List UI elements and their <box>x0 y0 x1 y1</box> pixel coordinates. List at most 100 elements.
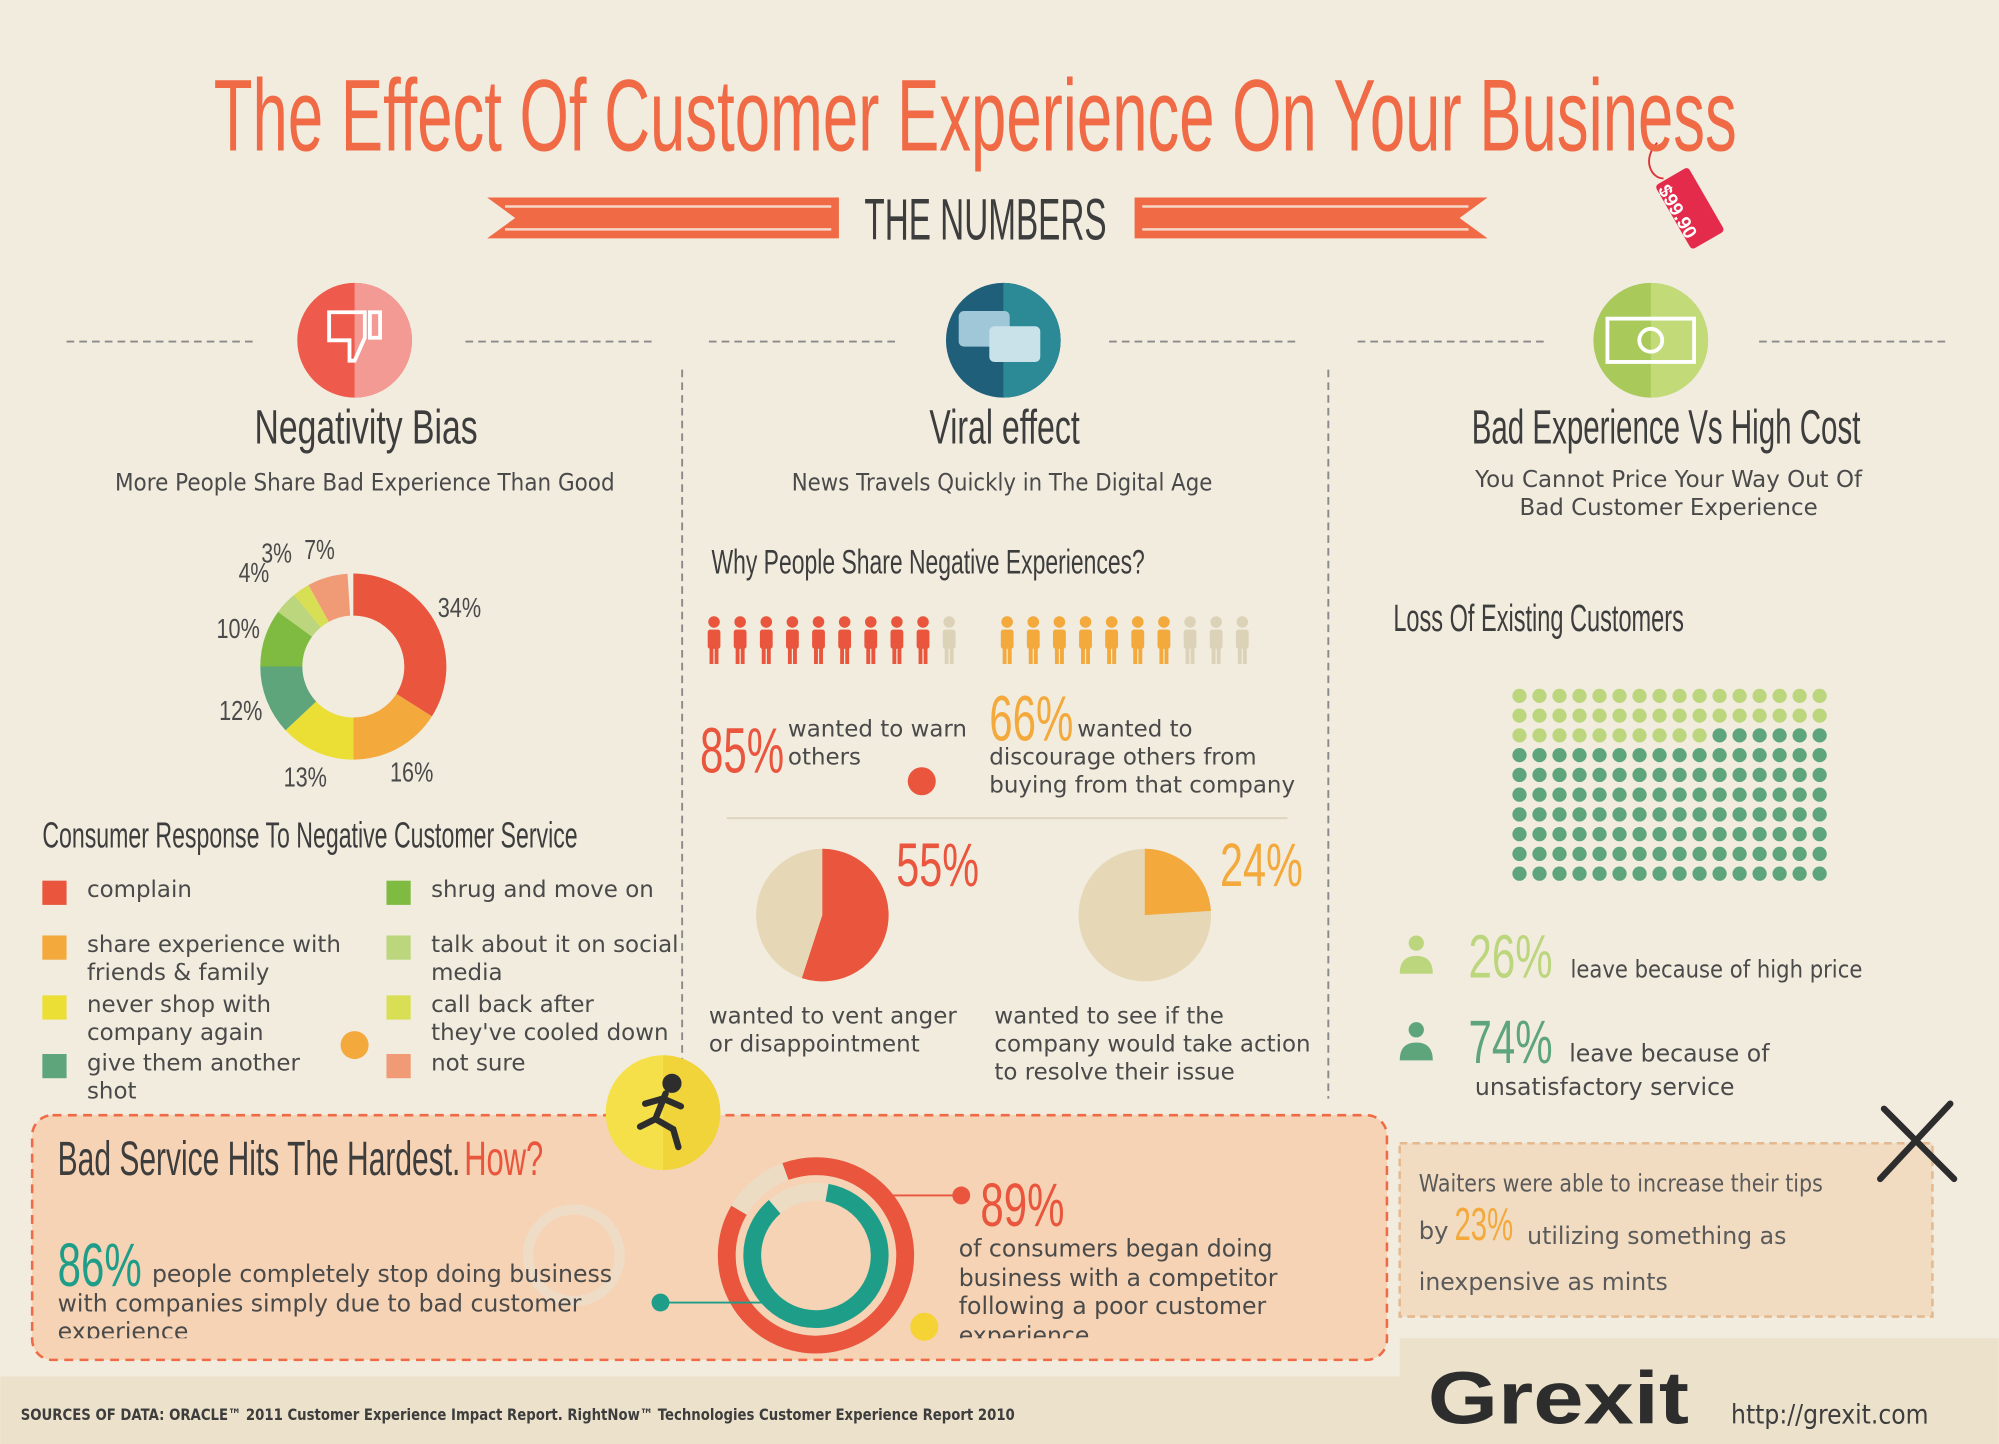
dot <box>1732 827 1747 842</box>
dot <box>1532 846 1547 862</box>
headset-icon <box>522 1204 625 1307</box>
person-body <box>786 629 799 649</box>
dot <box>1652 807 1667 822</box>
person-head <box>786 616 799 628</box>
legend-label-box: never shop with company again <box>87 992 271 1047</box>
dot <box>1572 787 1587 802</box>
person-leg <box>1133 646 1138 665</box>
dot <box>1572 688 1587 704</box>
person-leg <box>892 646 897 665</box>
dot <box>1732 767 1747 783</box>
person-leg <box>897 646 902 665</box>
dot <box>1652 747 1667 763</box>
stat-text: wanted to warn others <box>787 716 967 772</box>
person-head <box>917 616 929 628</box>
section-title: Bad Experience Vs High Cost <box>1472 401 1861 455</box>
donut-slice <box>308 573 351 622</box>
dot <box>1672 728 1687 743</box>
person-body <box>1157 629 1171 649</box>
stat-text: leave because of high price <box>1570 956 1862 984</box>
person-leg <box>766 646 771 665</box>
dot <box>1532 827 1547 842</box>
dot <box>1752 807 1767 822</box>
dot <box>1752 688 1767 704</box>
person-leg <box>923 646 928 665</box>
dot <box>1612 747 1627 763</box>
person-body <box>864 629 878 649</box>
donut-slice <box>260 666 317 731</box>
dot <box>1512 708 1527 723</box>
stat-text-box: leave because of unsatisfactory service <box>1474 1041 1770 1102</box>
person-body <box>759 629 773 649</box>
dot <box>1592 728 1607 743</box>
dot <box>1752 767 1767 783</box>
donut-label: 4% <box>239 557 270 588</box>
person-leg <box>735 646 740 665</box>
dot <box>1732 866 1747 881</box>
dot <box>1812 747 1827 763</box>
dot <box>1712 807 1727 822</box>
donut-slice <box>285 701 354 760</box>
stat-text: of consumers began doing business with a… <box>958 1236 1278 1339</box>
dot <box>1532 866 1547 881</box>
dot <box>1732 787 1747 802</box>
person-leg <box>1086 646 1090 665</box>
legend-swatch <box>42 880 67 905</box>
person-head <box>1053 616 1066 628</box>
dot <box>1792 728 1807 743</box>
dot <box>1512 807 1527 822</box>
person-body <box>1131 629 1145 649</box>
stat-text: leave because of unsatisfactory service <box>1474 1041 1770 1102</box>
dot <box>1632 846 1647 862</box>
person-body <box>733 629 747 649</box>
dot <box>1752 708 1767 723</box>
dot <box>1752 787 1767 802</box>
dot <box>1692 866 1707 881</box>
dot <box>1512 747 1527 763</box>
person-head <box>1079 616 1092 628</box>
dot <box>1572 747 1587 763</box>
person-leg <box>793 646 797 665</box>
donut-slice <box>260 611 313 667</box>
dot <box>1512 787 1527 802</box>
dot <box>1772 747 1787 763</box>
banner-stitch <box>504 205 1469 231</box>
stat-text-box: wanted to warn others <box>787 716 967 772</box>
legend-label-box: shrug and move on <box>431 877 654 904</box>
dot <box>1532 688 1547 704</box>
person-body <box>916 629 930 649</box>
person-head <box>1158 616 1170 628</box>
legend-swatch <box>42 995 67 1020</box>
donut-label: 16% <box>390 757 433 788</box>
dot <box>1632 827 1647 842</box>
person-leg <box>761 646 766 665</box>
main-subtitle: THE NUMBERS <box>864 188 1106 253</box>
stat-value: 86% <box>58 1231 142 1299</box>
dot <box>1672 688 1687 704</box>
legend-label: give them another shot <box>86 1050 300 1105</box>
person-icon-body <box>1399 955 1433 974</box>
dot <box>1812 708 1827 723</box>
person-head <box>1132 616 1144 628</box>
dot <box>1532 807 1547 822</box>
tips-rest-box: utilizing something as inexpensive as mi… <box>1418 1223 1787 1297</box>
dot <box>1692 747 1707 763</box>
person-body <box>1183 629 1197 649</box>
person-head <box>734 616 746 628</box>
dot <box>1772 866 1787 881</box>
dot <box>1792 708 1807 723</box>
person-leg <box>1185 646 1190 665</box>
dot <box>1632 866 1647 881</box>
dot <box>1672 708 1687 723</box>
person-leg <box>1112 646 1117 665</box>
dividers <box>66 340 1948 1099</box>
dot <box>1652 787 1667 802</box>
section-title: Negativity Bias <box>255 401 478 455</box>
runner <box>636 1073 685 1151</box>
legend-label: call back after they've cooled down <box>431 991 669 1047</box>
person-head <box>891 616 903 628</box>
dot-group <box>1512 728 1827 881</box>
section-subtitle: More People Share Bad Experience Than Go… <box>115 469 615 497</box>
tips-rest: utilizing something as inexpensive as mi… <box>1418 1223 1787 1297</box>
dot <box>1652 688 1667 704</box>
